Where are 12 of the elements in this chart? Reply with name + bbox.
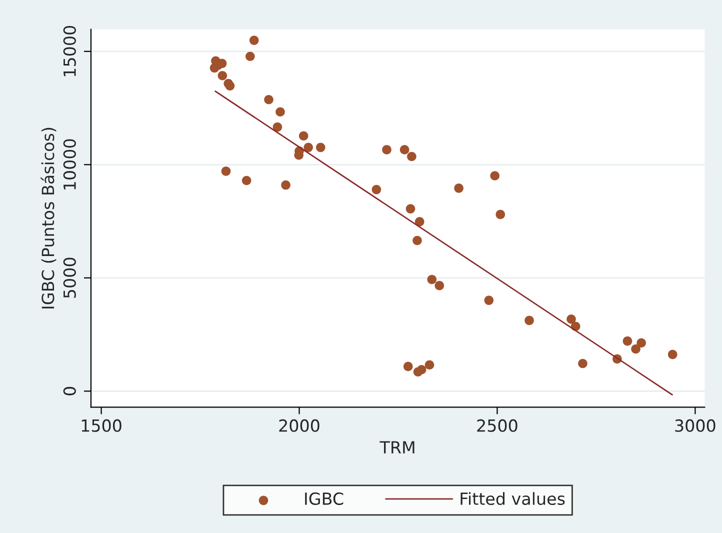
- x-tick-label: 1500: [82, 419, 122, 432]
- legend-label: IGBC: [305, 492, 344, 506]
- x-tick-label: 3000: [675, 419, 716, 432]
- x-tick-label: 2500: [477, 419, 518, 432]
- legend-label: Fitted values: [460, 492, 565, 506]
- y-axis-title: IGBC (Puntos Básicos): [40, 128, 56, 308]
- y-tick-label: 15000: [63, 26, 76, 76]
- y-tick-label: 5000: [63, 258, 76, 298]
- y-tick-label: 10000: [63, 139, 76, 190]
- x-axis-title: TRM: [380, 441, 414, 454]
- y-tick-label: 0: [63, 386, 76, 396]
- x-tick-label: 2000: [279, 419, 320, 432]
